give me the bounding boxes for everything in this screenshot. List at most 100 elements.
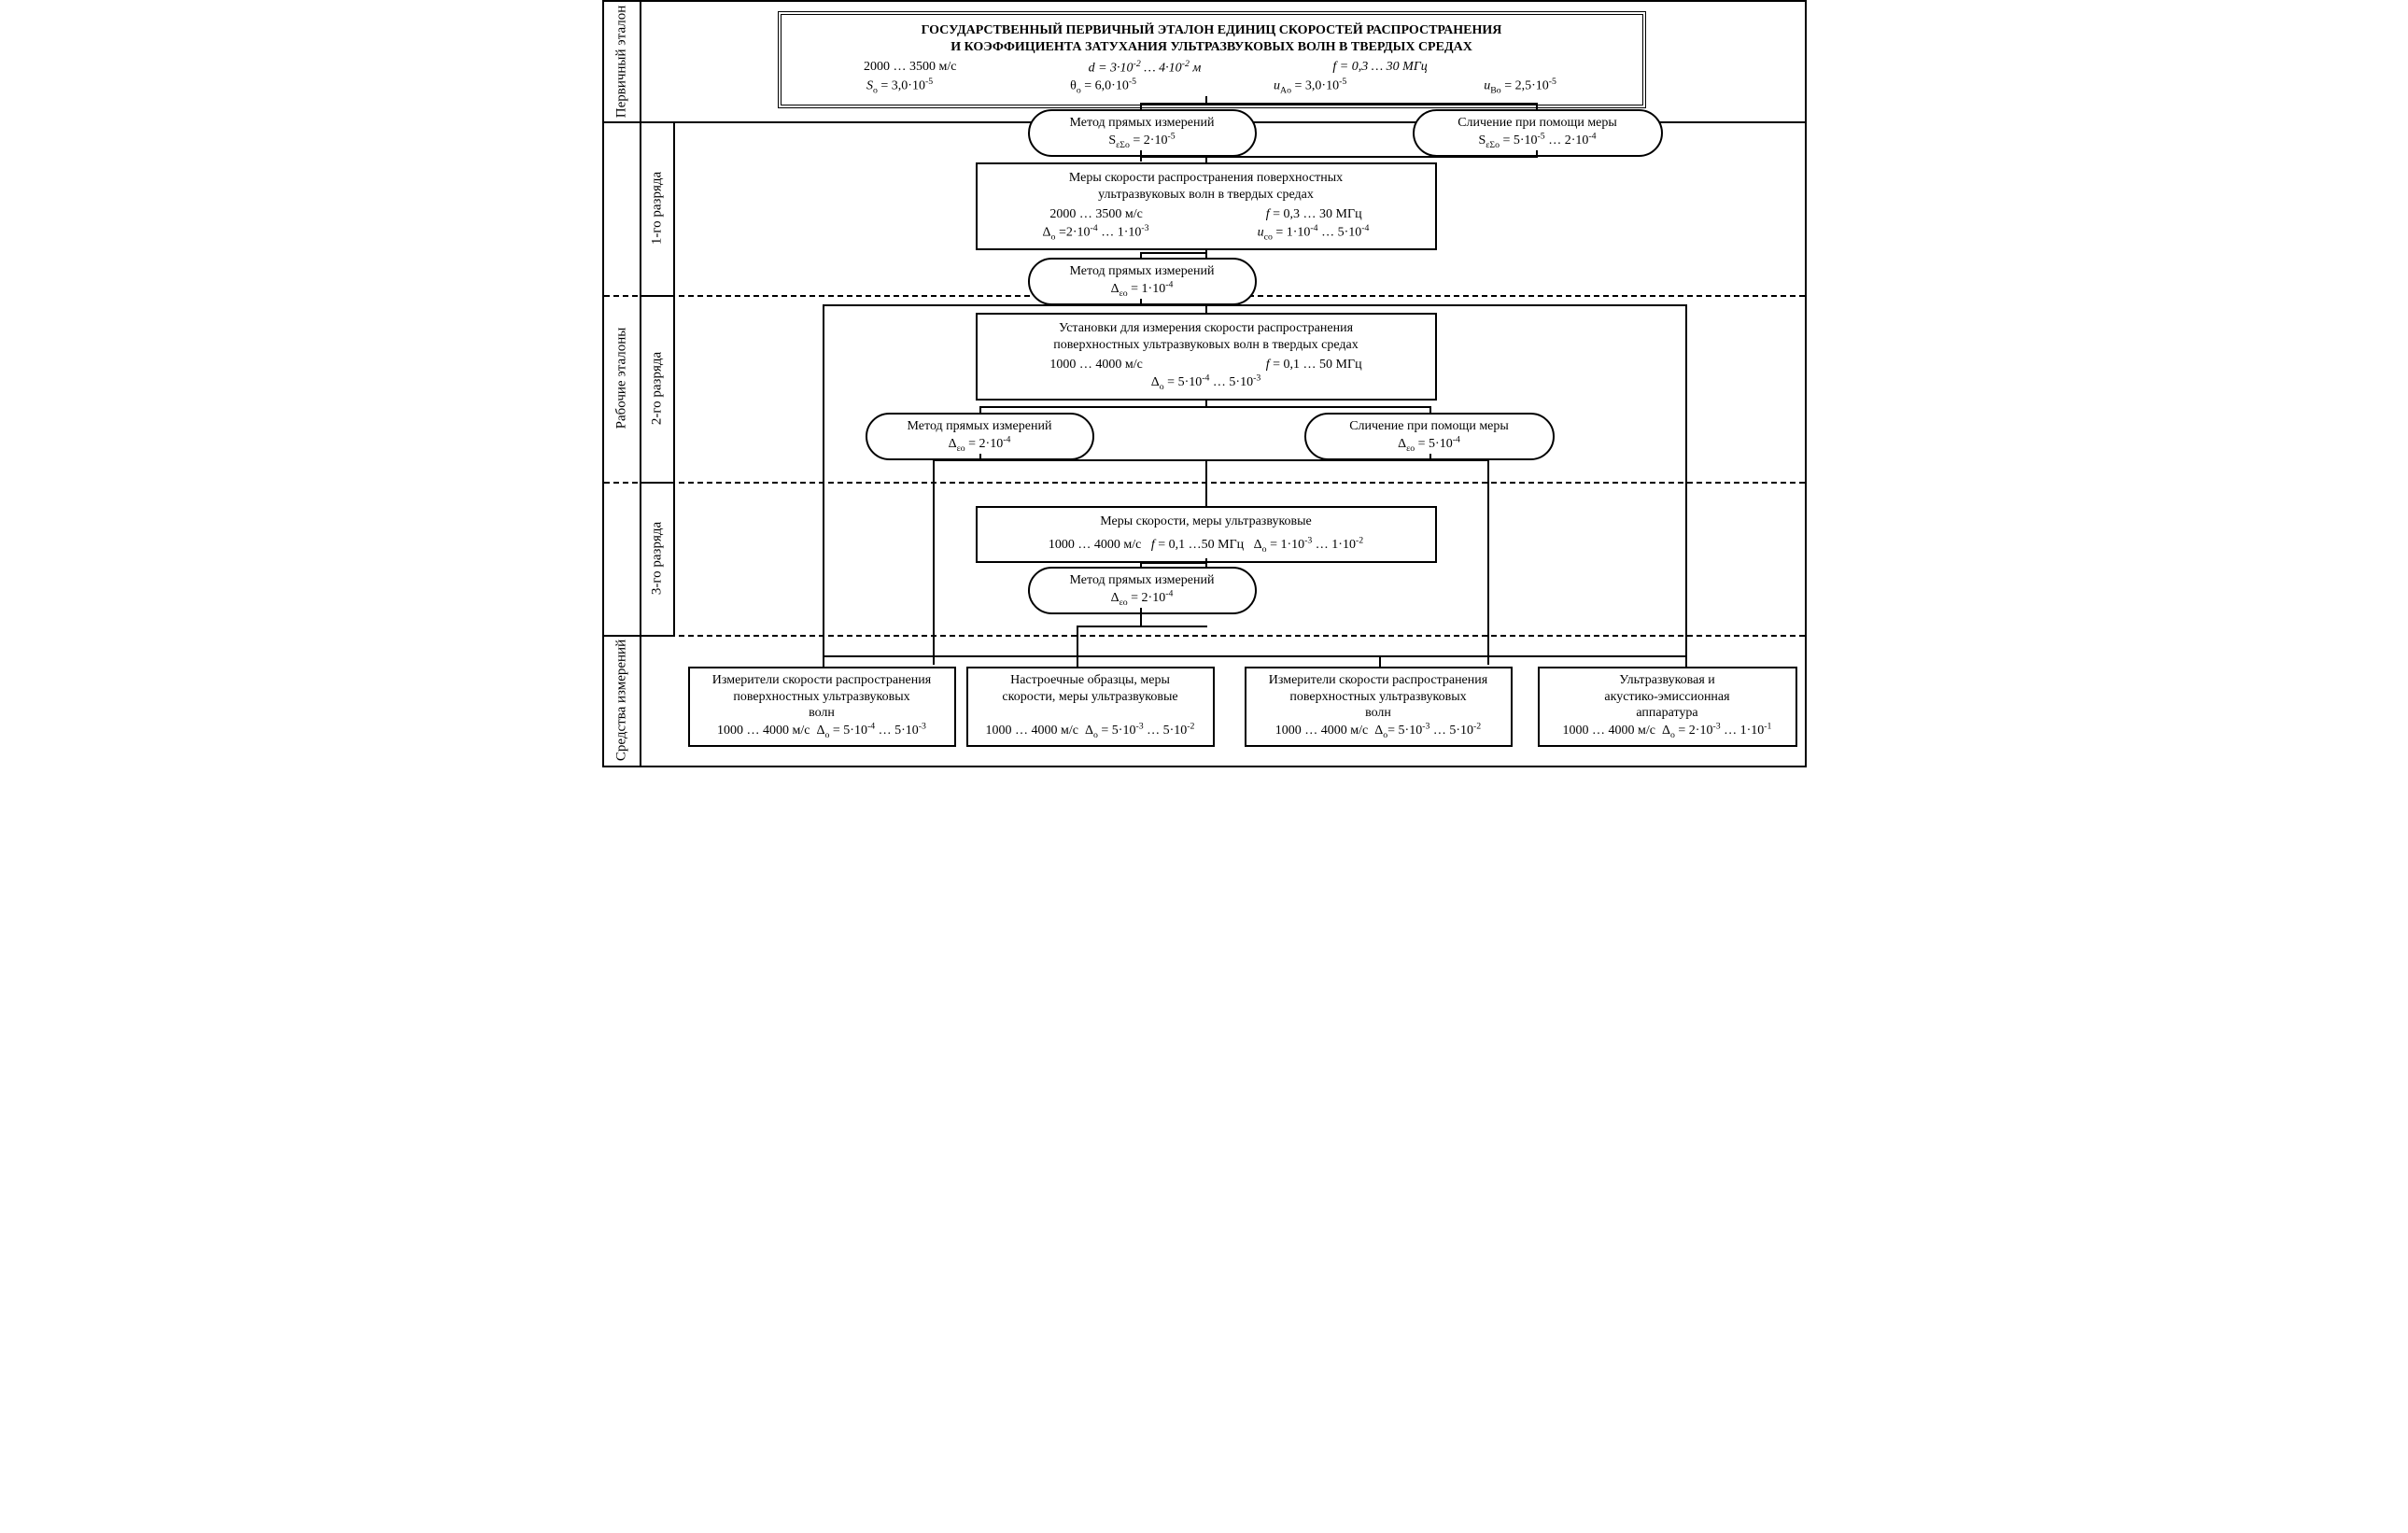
r1-pu: uco = 1·10-4 … 5·10-4: [1258, 223, 1370, 244]
r1-pd: Δo =2·10-4 … 1·10-3: [1043, 223, 1149, 244]
conn-bb1: [823, 655, 824, 667]
diagram-frame: Первичный эталон Рабочие эталоны Средств…: [602, 0, 1807, 767]
r2-pd: Δo = 5·10-4 … 5·10-3: [1151, 375, 1261, 389]
conn-wide-split: [823, 304, 1687, 306]
ib3-p: 1000 … 4000 м/с Δo= 5·10-3 … 5·10-2: [1275, 724, 1481, 738]
ib4-l1: Ультразвуковая и: [1619, 673, 1715, 687]
m1-title: Метод прямых измерений: [1070, 116, 1215, 130]
primary-p-so: So = 3,0·10-5: [866, 77, 933, 97]
ib1-l3: волн: [809, 706, 835, 720]
primary-p-theta: θo = 6,0·10-5: [1070, 77, 1136, 97]
r1-pf: f = 0,3 … 30 МГц: [1266, 206, 1362, 223]
r2-box: Установки для измерения скорости распрос…: [976, 313, 1437, 401]
conn-r3-h: [1140, 562, 1207, 564]
r2-pf: f = 0,1 … 50 МГц: [1266, 357, 1362, 373]
ib1-p: 1000 … 4000 м/с Δo = 5·10-4 … 5·10-3: [717, 724, 926, 738]
ib1-l1: Измерители скорости распространения: [712, 673, 931, 687]
conn-side-R2: [1487, 459, 1489, 665]
hdr-sep-3: [641, 482, 675, 484]
conn-ws-1: [823, 304, 824, 665]
ib3-l1: Измерители скорости распространения: [1269, 673, 1487, 687]
conn-r2-merge-d: [1205, 459, 1207, 469]
ib2-p: 1000 … 4000 м/с Δo = 5·10-3 … 5·10-2: [986, 724, 1195, 738]
r1-pv: 2000 … 3500 м/с: [1049, 206, 1142, 223]
m4-title: Метод прямых измерений: [908, 419, 1052, 433]
row-r2-header: 2-го разряда: [641, 295, 675, 482]
m1-val: SεΣo = 2·10-5: [1108, 134, 1175, 148]
r2-pv: 1000 … 4000 м/с: [1049, 357, 1142, 373]
primary-p-v: 2000 … 3500 м/с: [864, 59, 956, 77]
conn-bb2: [1077, 655, 1078, 667]
row-r3-label: 3-го разряда: [648, 522, 666, 595]
conn-r3-up: [1205, 469, 1207, 506]
method-direct-1: Метод прямых измерений SεΣo = 2·10-5: [1028, 109, 1257, 157]
instrument-box-1: Измерители скорости распространения пове…: [688, 667, 956, 747]
ib4-p: 1000 … 4000 м/с Δo = 2·10-3 … 1·10-1: [1563, 724, 1772, 738]
row-working-label: Рабочие эталоны: [613, 328, 630, 429]
ib3-l2: поверхностных ультразвуковых: [1289, 690, 1466, 704]
r3-params: 1000 … 4000 м/с f = 0,1 …50 МГц Δo = 1·1…: [1049, 538, 1363, 552]
primary-p-ua: uAo = 3,0·10-5: [1274, 77, 1346, 97]
instrument-box-2: Настроечные образцы, меры скорости, меры…: [966, 667, 1215, 747]
conn-r1-h: [1140, 252, 1207, 254]
conn-bb3: [1379, 655, 1381, 667]
conn-side-L2: [933, 459, 935, 665]
conn-split1: [1140, 103, 1538, 105]
ib3-l3: волн: [1365, 706, 1391, 720]
r1-box: Меры скорости распространения поверхност…: [976, 162, 1437, 250]
conn-r2-split: [979, 406, 1431, 408]
row-instruments-label: Средства измерений: [613, 640, 630, 761]
hdr-sep-1: [604, 121, 675, 123]
row-primary-header: Первичный эталон: [604, 2, 641, 121]
row-r3-header: 3-го разряда: [641, 482, 675, 635]
primary-title-l1: ГОСУДАРСТВЕННЫЙ ПЕРВИЧНЫЙ ЭТАЛОН ЕДИНИЦ …: [922, 23, 1502, 37]
conn-ws-4: [1685, 304, 1687, 665]
dash-4: [604, 635, 1805, 637]
ib4-l3: аппаратура: [1636, 706, 1697, 720]
dash-3: [604, 482, 1805, 484]
primary-p-f: f = 0,3 … 30 МГц: [1332, 59, 1427, 77]
r1-title-l2: ультразвуковых волн в твердых средах: [1098, 188, 1314, 202]
m6-title: Метод прямых измерений: [1070, 573, 1215, 587]
m6-val: Δεo = 2·10-4: [1111, 591, 1174, 605]
m5-title: Сличение при помощи меры: [1349, 419, 1509, 433]
row-working-header: Рабочие эталоны: [604, 121, 641, 635]
row-r1-header: 1-го разряда: [641, 121, 675, 295]
r2-title-l2: поверхностных ультразвуковых волн в твер…: [1053, 338, 1359, 352]
m4-val: Δεo = 2·10-4: [949, 437, 1011, 451]
row-instruments-header: Средства измерений: [604, 635, 641, 766]
method-direct-2: Метод прямых измерений Δεo = 1·10-4: [1028, 258, 1257, 305]
r3-title: Меры скорости, меры ультразвуковые: [1100, 514, 1312, 528]
ib2-l2: скорости, меры ультразвуковые: [1002, 690, 1177, 704]
hdr-sep-4: [604, 635, 675, 637]
conn-bottom-dist: [823, 655, 1687, 657]
m2-val: SεΣo = 5·10-5 … 2·10-4: [1478, 134, 1596, 148]
conn-side-R2h: [1429, 459, 1489, 461]
ib2-l1: Настроечные образцы, меры: [1010, 673, 1170, 687]
primary-p-d: d = 3·10-2 … 4·10-2 м: [1089, 59, 1202, 77]
conn-primary-down: [1205, 96, 1207, 103]
ib4-l2: акустико-эмиссионная: [1604, 690, 1729, 704]
instrument-box-4: Ультразвуковая и акустико-эмиссионная ап…: [1538, 667, 1797, 747]
m2-title: Сличение при помощи меры: [1457, 116, 1617, 130]
primary-title-l2: И КОЭФФИЦИЕНТА ЗАТУХАНИЯ УЛЬТРАЗВУКОВЫХ …: [951, 40, 1472, 54]
row-r2-label: 2-го разряда: [648, 352, 666, 425]
primary-etalon-box: ГОСУДАРСТВЕННЫЙ ПЕРВИЧНЫЙ ЭТАЛОН ЕДИНИЦ …: [778, 11, 1646, 108]
conn-bb4: [1685, 655, 1687, 667]
conn-m6-h: [1077, 626, 1207, 627]
row-r1-label: 1-го разряда: [648, 172, 666, 245]
m3-title: Метод прямых измерений: [1070, 264, 1215, 278]
conn-side-L2h: [933, 459, 981, 461]
ib1-l2: поверхностных ультразвуковых: [733, 690, 909, 704]
conn-merge1: [1140, 156, 1538, 158]
r2-title-l1: Установки для измерения скорости распрос…: [1059, 321, 1353, 335]
r1-title-l1: Меры скорости распространения поверхност…: [1069, 171, 1343, 185]
method-direct-4: Метод прямых измерений Δεo = 2·10-4: [1028, 567, 1257, 614]
instrument-box-3: Измерители скорости распространения пове…: [1245, 667, 1513, 747]
r3-box: Меры скорости, меры ультразвуковые 1000 …: [976, 506, 1437, 563]
method-compare-1: Сличение при помощи меры SεΣo = 5·10-5 ……: [1413, 109, 1663, 157]
primary-p-ub: uBo = 2,5·10-5: [1484, 77, 1556, 97]
m3-val: Δεo = 1·10-4: [1111, 282, 1174, 296]
hdr-sep-2: [641, 295, 675, 297]
conn-m6-down: [1140, 608, 1142, 626]
